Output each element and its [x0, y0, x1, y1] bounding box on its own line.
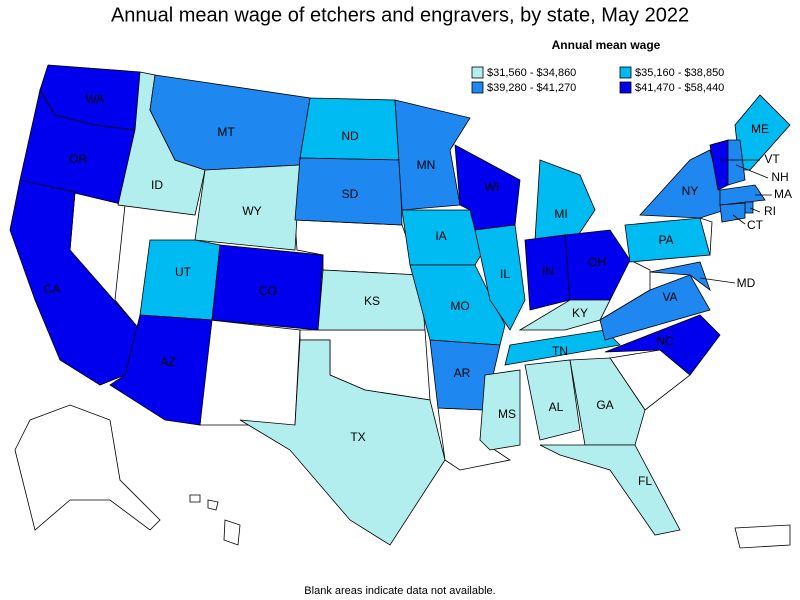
state-shape [239, 339, 446, 546]
legend-label: $41,470 - $58,440 [635, 82, 724, 94]
state-shape [317, 269, 426, 331]
state-shape [539, 444, 681, 536]
legend-swatch [619, 81, 632, 94]
state-shape [194, 164, 301, 251]
state-label: RI [764, 204, 776, 218]
state-label: MT [217, 125, 235, 139]
state-label: TX [350, 430, 365, 444]
state-shape [719, 202, 746, 223]
legend-label: $31,560 - $34,860 [487, 67, 576, 79]
state-shape [474, 224, 526, 331]
state-shape [149, 74, 311, 171]
state-shape [394, 99, 471, 211]
data-states [9, 64, 791, 546]
state-shape [409, 264, 506, 346]
state-labels: WA OR CA ID MT WY UT AZ CO ND SD KS TX M… [44, 92, 792, 488]
state-shape [524, 359, 581, 441]
state-label: CA [44, 282, 61, 296]
state-shape [649, 261, 711, 292]
state-label: ND [341, 129, 359, 143]
state-shape [604, 314, 721, 376]
state-shape [294, 157, 403, 226]
state-label: IN [542, 264, 554, 278]
state-label: TN [552, 344, 568, 358]
state-label: AL [549, 400, 564, 414]
state-shape [479, 369, 521, 451]
state-label: KS [364, 294, 380, 308]
state-label: KY [572, 306, 588, 320]
legend-swatch [471, 66, 484, 79]
state-label: UT [175, 265, 192, 279]
state-label: ME [751, 122, 769, 136]
state-label: WY [242, 204, 261, 218]
state-shape [727, 139, 746, 186]
state-label: NH [771, 170, 788, 184]
state-label: NY [682, 184, 699, 198]
state-label: SD [342, 187, 359, 201]
legend-title: Annual mean wage [552, 38, 661, 52]
state-shape [719, 184, 766, 206]
state-label: WA [86, 92, 105, 106]
state-label: NC [656, 334, 674, 348]
state-label: MN [417, 158, 436, 172]
state-label: MD [737, 276, 756, 290]
state-shape [139, 239, 221, 321]
state-label: AZ [160, 355, 175, 369]
state-label: VA [662, 290, 677, 304]
state-label: FL [638, 474, 652, 488]
state-label: OH [588, 255, 606, 269]
legend-label: $39,280 - $41,270 [487, 82, 576, 94]
state-label: MI [554, 207, 567, 221]
state-shape [564, 229, 631, 301]
legend-swatch [619, 66, 632, 79]
state-shape [744, 201, 754, 214]
state-label: VT [764, 152, 780, 166]
state-label: MS [498, 407, 516, 421]
state-label: MA [774, 187, 792, 201]
leader-lines [699, 159, 772, 284]
blank-states [14, 191, 791, 549]
state-label: PA [658, 233, 673, 247]
state-label: CT [747, 218, 764, 232]
state-label: AR [454, 366, 471, 380]
state-label: CO [259, 284, 277, 298]
legend: Annual mean wage $31,560 - $34,860 $35,1… [471, 38, 724, 94]
legend-swatch [471, 81, 484, 94]
state-label: OR [69, 152, 87, 166]
state-shape [624, 217, 711, 263]
legend-label: $35,160 - $38,850 [635, 67, 724, 79]
state-label: IL [500, 267, 510, 281]
state-shape [518, 299, 611, 331]
state-label: WI [485, 180, 500, 194]
state-label: MO [450, 299, 469, 313]
state-label: GA [596, 398, 613, 412]
map-title: Annual mean wage of etchers and engraver… [111, 4, 689, 26]
state-shape [569, 357, 646, 446]
state-shape [599, 274, 711, 341]
state-shape [504, 329, 621, 366]
state-shape [534, 159, 596, 241]
state-label: ID [151, 178, 163, 192]
footnote: Blank areas indicate data not available. [304, 585, 495, 597]
state-label: IA [435, 229, 446, 243]
state-shape [9, 179, 141, 386]
